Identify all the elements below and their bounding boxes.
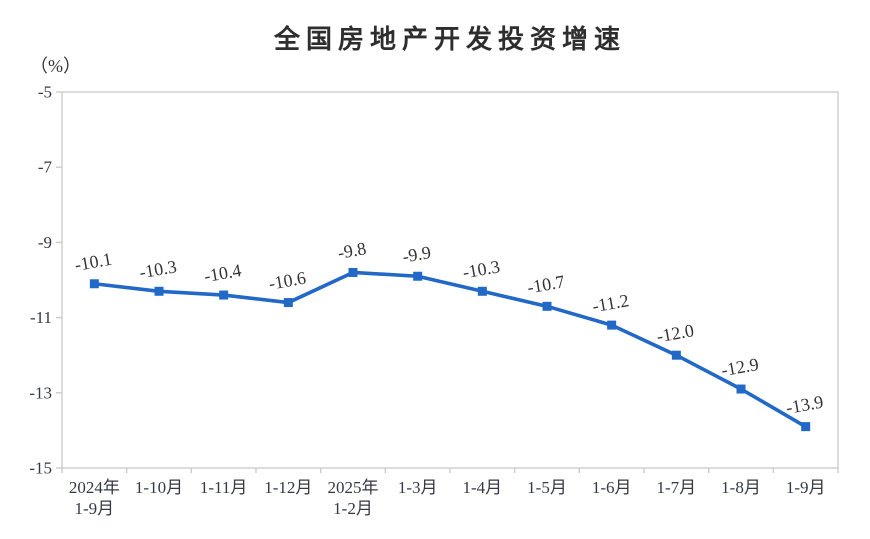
data-point-marker	[154, 286, 164, 296]
x-axis-tick-label: 2025年 1-2月	[328, 478, 379, 518]
y-axis-tick-label: -5	[38, 83, 52, 102]
data-point-marker	[219, 290, 229, 300]
data-point-marker	[477, 286, 487, 296]
data-label: -10.3	[138, 256, 178, 282]
data-point-marker	[89, 279, 99, 289]
data-point-marker	[413, 271, 423, 281]
y-axis-tick-label: -7	[38, 158, 53, 177]
data-label: -11.2	[591, 290, 631, 316]
x-axis-tick-label: 1-5月	[527, 478, 567, 497]
x-axis-tick-label: 1-6月	[592, 478, 632, 497]
x-axis-tick-label: 1-10月	[135, 478, 183, 497]
y-axis-tick-label: -9	[38, 233, 52, 252]
data-label: -12.0	[655, 320, 695, 346]
data-point-marker	[671, 350, 681, 360]
x-axis-tick-label: 1-9月	[786, 478, 826, 497]
x-axis-tick-label: 1-11月	[200, 478, 248, 497]
trend-line	[92, 270, 808, 429]
plot-border	[61, 91, 839, 469]
data-label: -10.3	[461, 256, 501, 282]
x-axis-tick-label: 1-3月	[398, 478, 438, 497]
data-label: -9.8	[336, 238, 368, 263]
data-point-marker	[607, 320, 617, 330]
y-axis-tick-label: -13	[29, 383, 52, 402]
data-point-marker	[348, 267, 358, 277]
data-label: -9.9	[401, 242, 433, 267]
data-label: -10.1	[73, 249, 113, 275]
x-axis-tick-label: 1-7月	[656, 478, 696, 497]
data-label: -13.9	[784, 392, 824, 418]
data-point-marker	[801, 422, 811, 432]
data-point-marker	[542, 301, 552, 311]
y-axis-tick-label: -15	[29, 459, 52, 478]
data-label: -12.9	[720, 354, 760, 380]
x-axis-tick-label: 2024年 1-9月	[69, 478, 120, 518]
data-label: -10.7	[526, 271, 566, 297]
data-label: -10.6	[267, 268, 307, 294]
data-label: -10.4	[202, 260, 242, 286]
y-axis-tick-label: -11	[30, 308, 52, 327]
data-point-marker	[283, 298, 293, 308]
data-point-marker	[736, 384, 746, 394]
x-axis-tick-label: 1-12月	[264, 478, 312, 497]
x-axis-tick-label: 1-4月	[462, 478, 502, 497]
y-axis-unit-label: （%）	[30, 56, 81, 76]
x-axis-tick-label: 1-8月	[721, 478, 761, 497]
chart-title: 全国房地产开发投资增速	[273, 24, 626, 54]
